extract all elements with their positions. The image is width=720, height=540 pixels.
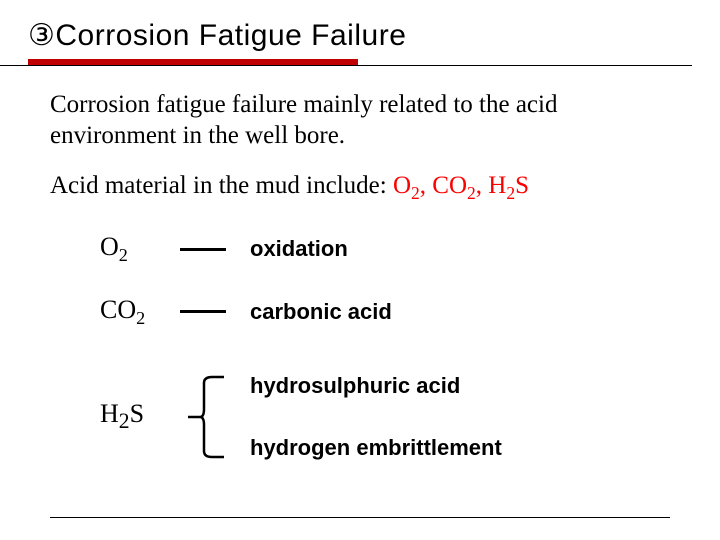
h2s-effect: hydrosulphuric acid [250,373,502,399]
connector-line [180,310,226,313]
bottom-rule [50,517,670,518]
acid-row: O2 oxidation [100,232,720,266]
slide-title: ③Corrosion Fatigue Failure [0,0,720,59]
h2s-effect: hydrogen embrittlement [250,435,502,461]
acid-formula: CO2 [100,295,180,329]
acid-inline-list: O2, CO2, H2S [393,172,529,199]
intro-paragraph: Corrosion fatigue failure mainly related… [0,89,720,152]
acid-effect: oxidation [250,236,348,262]
h2s-formula: H2S [100,399,180,434]
h2s-block: H2S hydrosulphuric acid hydrogen embrittl… [0,357,720,477]
acid-effect: carbonic acid [250,299,392,325]
acid-formula: O2 [100,232,180,266]
title-underline-thin [0,65,692,66]
brace-icon [180,367,230,467]
acid-list-paragraph: Acid material in the mud include: O2, CO… [0,170,720,205]
connector-line [180,248,226,251]
acid-effect-list: O2 oxidation CO2 carbonic acid [0,222,720,328]
acid-row: CO2 carbonic acid [100,295,720,329]
h2s-effects: hydrosulphuric acid hydrogen embrittlemen… [250,373,502,461]
acid-list-prefix: Acid material in the mud include: [50,172,393,199]
title-underline [0,59,720,67]
